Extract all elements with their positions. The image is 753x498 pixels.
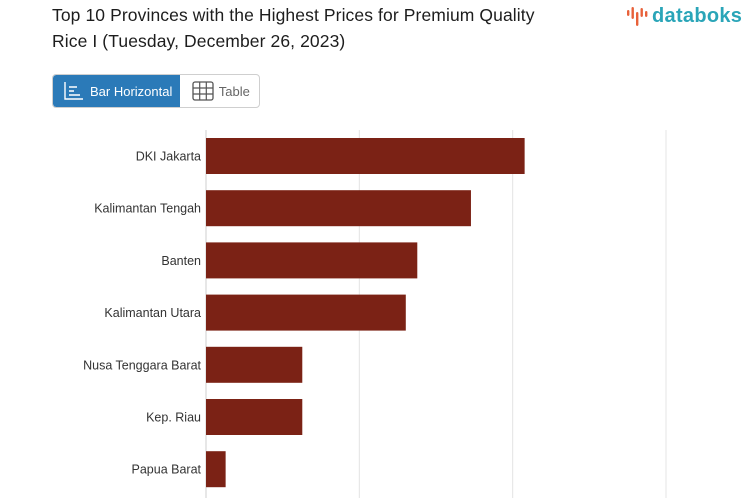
category-label: Kalimantan Tengah [94,202,201,216]
chart-title-line-1: Top 10 Provinces with the Highest Prices… [52,5,535,25]
bar[interactable] [206,242,418,279]
category-label: Kep. Riau [146,411,201,425]
bar-horizontal-tab[interactable]: Bar Horizontal [53,75,180,107]
bar[interactable] [206,451,226,488]
bar-chart-icon [63,81,85,101]
bar[interactable] [206,138,525,174]
databoks-mark-icon [627,7,648,26]
bar[interactable] [206,190,471,227]
category-label: Papua Barat [132,463,202,477]
category-label: DKI Jakarta [136,150,201,164]
brand-name: databoks [652,4,743,27]
table-label: Table [218,83,250,99]
brand-logo[interactable]: databoks [626,3,742,29]
category-label: Kalimantan Utara [104,306,201,320]
view-toggle: Bar Horizontal Table [52,74,260,108]
bar[interactable] [206,346,303,383]
category-label: Nusa Tenggara Barat [83,358,201,372]
category-label: Banten [161,254,201,268]
chart-title-line-2: Rice I (Tuesday, December 26, 2023) [52,31,346,51]
bar-horizontal-label: Bar Horizontal [90,83,173,99]
bar[interactable] [206,294,406,331]
bar[interactable] [206,399,303,435]
chart-title: Top 10 Provinces with the Highest Prices… [52,2,592,54]
table-tab[interactable]: Table [180,75,259,107]
table-icon [192,81,214,101]
